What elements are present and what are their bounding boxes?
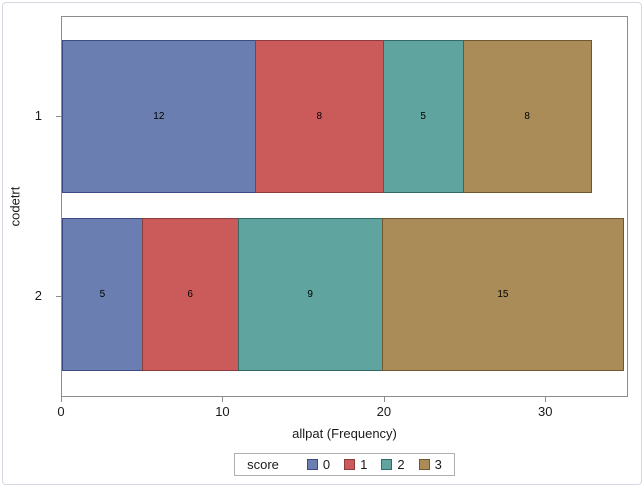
x-tick-label: 30 [538, 404, 553, 419]
y-tick-mark [56, 296, 61, 297]
legend-entry-score-1: 1 [344, 457, 367, 472]
y-tick-label: 1 [34, 108, 42, 123]
legend: score 0 1 2 3 [61, 453, 628, 476]
bar-value-label: 9 [307, 289, 313, 300]
legend-swatch-icon [306, 459, 318, 470]
x-tick-mark [545, 397, 547, 402]
legend-entry-label: 0 [322, 457, 331, 472]
bar-value-label: 6 [187, 289, 193, 300]
legend-swatch-icon [344, 459, 356, 470]
bar-value-label: 5 [420, 111, 426, 122]
legend-entry-score-3: 3 [418, 457, 442, 472]
bar-row-1: 12 8 5 8 [62, 40, 627, 193]
bar-segment-score-3: 8 [462, 40, 592, 193]
x-tick-label: 0 [57, 404, 65, 419]
legend-entries: 0 1 2 3 [306, 457, 442, 472]
bar-segment-score-2: 9 [237, 218, 383, 371]
legend-box: score 0 1 2 3 [234, 453, 455, 476]
bar-value-label: 8 [316, 111, 323, 122]
bar-segment-score-1: 8 [254, 40, 384, 193]
bar-segment-score-1: 6 [141, 218, 239, 371]
x-tick-label: 10 [215, 404, 230, 419]
y-tick-label: 2 [34, 288, 42, 303]
legend-entry-label: 2 [397, 457, 405, 472]
plot-area: 12 8 5 8 5 6 9 15 [61, 16, 628, 397]
legend-swatch-icon [381, 459, 393, 470]
x-axis-title: allpat (Frequency) [292, 426, 397, 441]
bar-value-label: 5 [99, 289, 106, 300]
legend-entry-score-2: 2 [381, 457, 405, 472]
bar-segment-score-3: 15 [381, 218, 624, 371]
bar-segment-score-2: 5 [382, 40, 464, 193]
y-axis-title: codetrt [7, 186, 23, 227]
y-tick-mark [56, 116, 61, 117]
legend-title: score [247, 457, 279, 472]
bar-value-label: 12 [153, 111, 165, 122]
legend-entry-score-0: 0 [306, 457, 331, 472]
legend-entry-label: 1 [360, 457, 368, 472]
bar-row-2: 5 6 9 15 [62, 218, 627, 371]
legend-entry-label: 3 [434, 457, 442, 472]
x-tick-mark [383, 397, 385, 402]
x-tick-mark [61, 397, 62, 402]
bar-value-label: 8 [524, 111, 530, 122]
bar-segment-score-0: 12 [62, 40, 256, 193]
x-tick-mark [222, 397, 224, 402]
legend-swatch-icon [418, 459, 430, 470]
bar-value-label: 15 [497, 289, 509, 300]
bar-segment-score-0: 5 [62, 218, 143, 371]
x-tick-label: 20 [376, 404, 392, 419]
